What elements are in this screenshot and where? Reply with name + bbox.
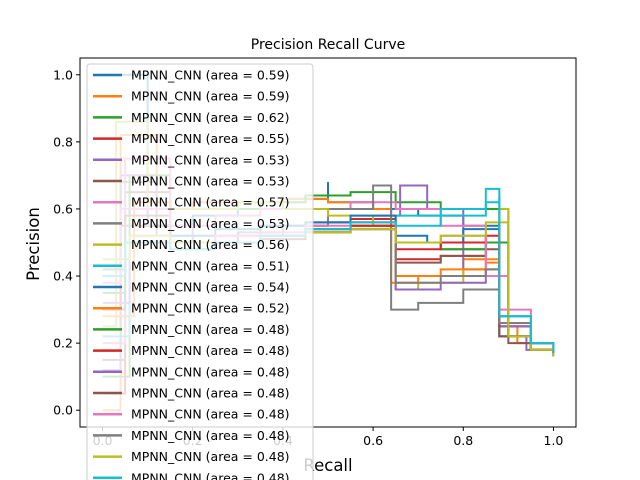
legend-entry: MPNN_CNN (area = 0.55) (131, 131, 290, 146)
legend-entry: MPNN_CNN (area = 0.48) (131, 322, 290, 337)
legend-entry: MPNN_CNN (area = 0.48) (131, 343, 290, 358)
legend-entry: MPNN_CNN (area = 0.56) (131, 237, 290, 252)
legend-box (86, 63, 314, 480)
legend-entry: MPNN_CNN (area = 0.48) (131, 386, 290, 401)
legend-entry: MPNN_CNN (area = 0.48) (131, 470, 290, 480)
y-tick-label: 0.0 (53, 403, 73, 418)
legend-entry: MPNN_CNN (area = 0.62) (131, 110, 290, 125)
x-tick-label: 1.0 (544, 433, 564, 448)
legend-entry: MPNN_CNN (area = 0.48) (131, 449, 290, 464)
legend-entry: MPNN_CNN (area = 0.59) (131, 89, 290, 104)
y-tick-label: 0.6 (53, 201, 73, 216)
legend: MPNN_CNN (area = 0.59) MPNN_CNN (area = 0… (86, 63, 314, 480)
axes-frame (79, 57, 577, 428)
legend-entry: MPNN_CNN (area = 0.53) (131, 174, 290, 189)
legend-entry: MPNN_CNN (area = 0.59) (131, 68, 290, 83)
chart-title: Precision Recall Curve (251, 37, 405, 53)
y-tick-label: 1.0 (53, 67, 73, 82)
x-tick-label: 0.8 (453, 433, 473, 448)
legend-entry: MPNN_CNN (area = 0.53) (131, 152, 290, 167)
legend-entry: MPNN_CNN (area = 0.48) (131, 407, 290, 422)
y-tick-label: 0.4 (53, 269, 73, 284)
x-tick-label: 0.6 (363, 433, 383, 448)
y-tick-label: 0.2 (53, 336, 73, 351)
legend-entry: MPNN_CNN (area = 0.48) (131, 364, 290, 379)
legend-entry: MPNN_CNN (area = 0.52) (131, 301, 290, 316)
legend-entry: MPNN_CNN (area = 0.51) (131, 258, 290, 273)
legend-entry: MPNN_CNN (area = 0.57) (131, 195, 290, 210)
y-tick-label: 0.8 (53, 134, 73, 149)
legend-entry: MPNN_CNN (area = 0.54) (131, 280, 290, 295)
legend-entry: MPNN_CNN (area = 0.53) (131, 216, 290, 231)
y-axis-label: Precision (24, 207, 43, 281)
x-axis-label: Recall (303, 456, 352, 475)
legend-entry: MPNN_CNN (area = 0.48) (131, 428, 290, 443)
